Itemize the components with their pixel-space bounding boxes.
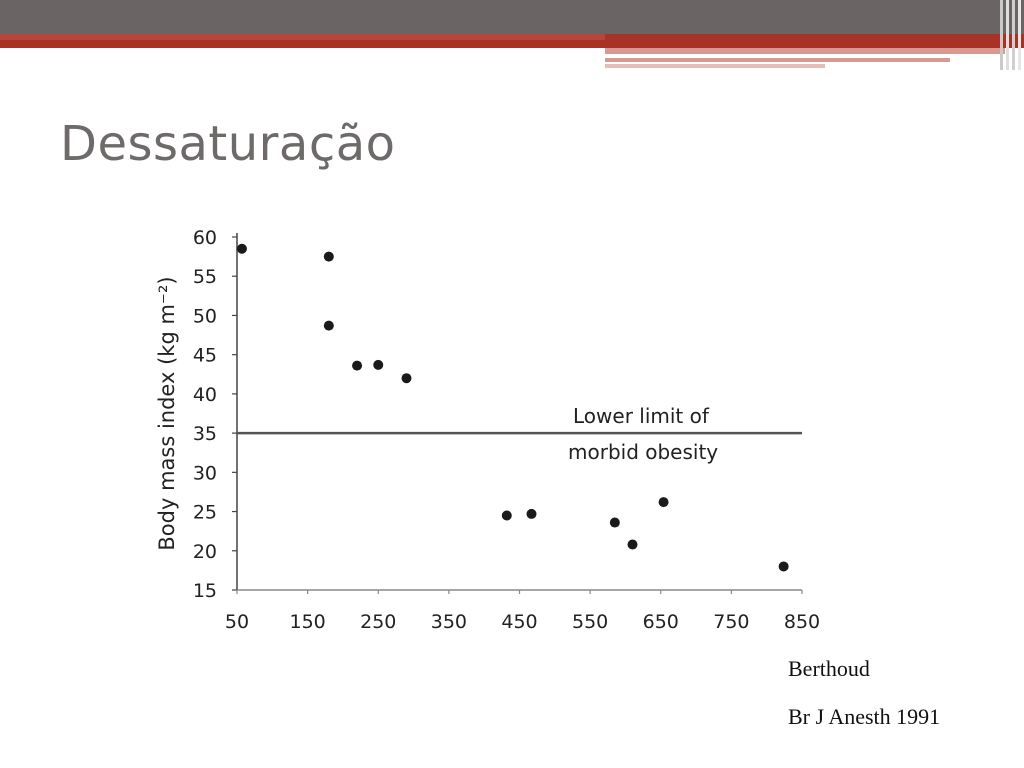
x-tick-label: 450 — [501, 611, 537, 633]
data-point — [401, 373, 412, 384]
x-tick-label: 250 — [360, 611, 396, 633]
x-tick-label: 50 — [225, 611, 249, 633]
y-tick-label: 35 — [193, 423, 217, 445]
citation-journal: Br J Anesth 1991 — [788, 704, 941, 729]
data-point — [323, 251, 334, 262]
y-tick-label: 20 — [193, 541, 217, 563]
slide-title: Dessaturação — [60, 116, 396, 172]
x-tick-label: 150 — [289, 611, 325, 633]
y-tick-label: 25 — [193, 502, 217, 524]
x-tick-label: 750 — [713, 611, 749, 633]
x-tick-label: 850 — [784, 611, 820, 633]
threshold-label-line1: Lower limit of — [573, 404, 710, 428]
citation-author: Berthoud — [788, 656, 870, 681]
x-axis-ticks: 50 150 250 350 450 550 650 750 850 — [225, 590, 820, 633]
bmi-scatter-chart: Body mass index (kg m⁻²) Lower limit of … — [155, 227, 820, 633]
y-tick-label: 40 — [193, 384, 217, 406]
y-tick-label: 15 — [193, 580, 217, 602]
y-tick-label: 50 — [193, 305, 217, 327]
y-tick-label: 55 — [193, 266, 217, 288]
data-point — [609, 517, 620, 528]
data-point — [778, 561, 789, 572]
threshold-label-line2: morbid obesity — [568, 440, 718, 464]
header-band — [0, 0, 1024, 70]
data-point — [323, 320, 334, 331]
x-tick-label: 650 — [643, 611, 679, 633]
y-tick-label: 60 — [193, 227, 217, 249]
data-point — [526, 508, 537, 519]
data-point — [627, 539, 638, 550]
data-point — [236, 243, 247, 254]
data-point — [658, 497, 669, 508]
y-axis-ticks: 15 20 25 30 35 40 45 50 55 60 — [193, 227, 237, 602]
data-point — [352, 360, 363, 371]
y-axis-label: Body mass index (kg m⁻²) — [155, 276, 179, 550]
y-tick-label: 30 — [193, 462, 217, 484]
y-tick-label: 45 — [193, 345, 217, 367]
x-tick-label: 550 — [572, 611, 608, 633]
x-tick-label: 350 — [431, 611, 467, 633]
data-point — [373, 359, 384, 370]
y-axis-label-group: Body mass index (kg m⁻²) — [155, 276, 179, 550]
data-point — [501, 510, 512, 521]
data-points — [236, 243, 789, 572]
